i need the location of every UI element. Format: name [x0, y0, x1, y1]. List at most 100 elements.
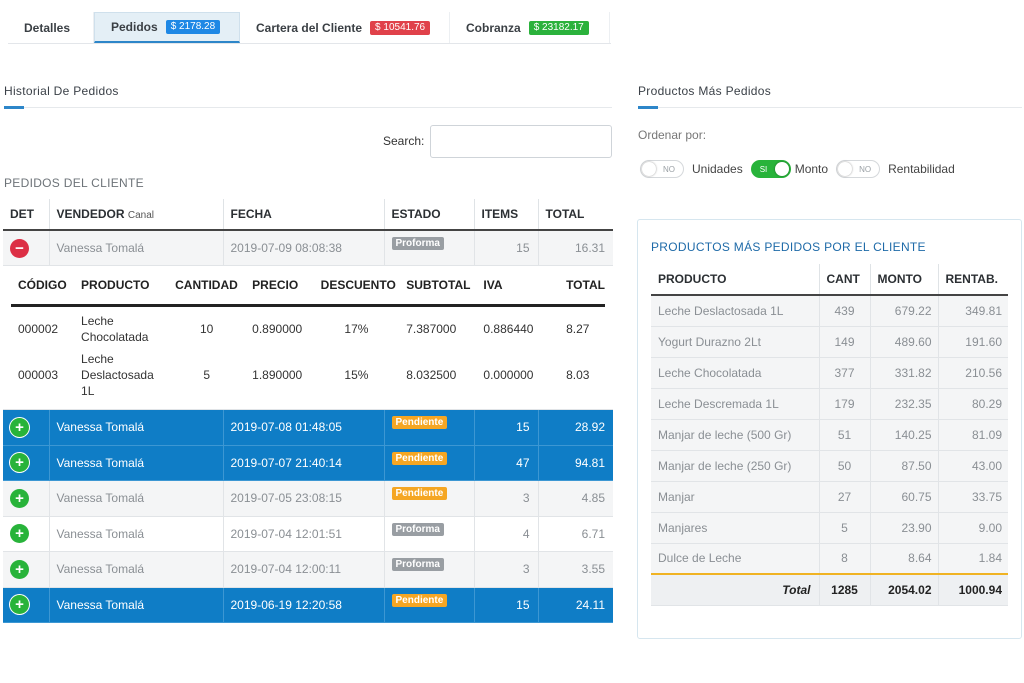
col-rentab[interactable]: RENTAB. [937, 264, 1008, 296]
producto-cell: Manjares [651, 512, 819, 544]
status-badge: Pendiente [391, 487, 448, 500]
cant-cell: 8 [818, 543, 870, 575]
tab-cartera[interactable]: Cartera del Cliente $ 10541.76 [240, 12, 450, 43]
toggle-state: NO [859, 164, 872, 174]
divider [638, 107, 1022, 108]
toggle-label-unidades: Unidades [692, 162, 743, 176]
expand-icon[interactable]: + [10, 488, 29, 508]
product-row[interactable]: Manjares 5 23.90 9.00 [651, 512, 1008, 544]
cant-cell: 149 [818, 326, 870, 358]
items-cell: 3 [473, 551, 538, 588]
tab-pedidos[interactable]: Pedidos $ 2178.28 [94, 12, 240, 43]
col-estado[interactable]: ESTADO [383, 199, 474, 231]
rentab-cell: 80.29 [937, 388, 1008, 420]
toggle-state: NO [663, 164, 675, 174]
producto-cell: Manjar de leche (250 Gr) [651, 450, 819, 482]
total-cell: 8.03 [559, 351, 605, 399]
rentab-cell: 210.56 [937, 357, 1008, 389]
toggle-knob [642, 162, 656, 176]
items-cell: 4 [473, 516, 538, 552]
collapse-icon[interactable]: − [10, 238, 29, 258]
monto-cell: 679.22 [869, 295, 938, 327]
total-cell: 6.71 [537, 516, 613, 552]
detail-item-row: 000003 Leche Deslactosada 1L 5 1.890000 … [11, 351, 605, 399]
producto-cell: Leche Descremada 1L [651, 388, 819, 420]
monto-cell: 331.82 [869, 357, 938, 389]
toggle-knob [774, 162, 789, 176]
codigo-cell: 000002 [11, 305, 75, 351]
tab-cobranza[interactable]: Cobranza $ 23182.17 [450, 12, 610, 43]
detail-table: CÓDIGO PRODUCTO CANTIDAD PRECIO DESCUENT… [11, 266, 605, 399]
col-items[interactable]: ITEMS [473, 199, 538, 231]
codigo-cell: 000003 [11, 351, 75, 399]
product-row[interactable]: Dulce de Leche 8 8.64 1.84 [651, 543, 1008, 575]
precio-cell: 0.890000 [245, 305, 314, 351]
col-det[interactable]: DET [3, 199, 49, 231]
detail-col-descuento: DESCUENTO [313, 266, 400, 307]
monto-cell: 60.75 [869, 481, 938, 513]
producto-cell: Yogurt Durazno 2Lt [651, 326, 819, 358]
status-badge: Pendiente [391, 451, 448, 465]
expand-icon[interactable]: + [10, 417, 29, 437]
expand-icon[interactable]: + [10, 595, 29, 615]
detail-col-total: TOTAL [559, 266, 605, 307]
producto-cell: Leche Deslactosada 1L [651, 295, 819, 327]
table-row[interactable]: + Vanessa Tomalá 2019-07-08 01:48:05 Pendie… [3, 409, 613, 446]
table-row[interactable]: + Vanessa Tomalá 2019-07-05 23:08:15 Pendie… [3, 480, 613, 517]
product-row[interactable]: Manjar 27 60.75 33.75 [651, 481, 1008, 513]
product-row[interactable]: Manjar de leche (250 Gr) 50 87.50 43.00 [651, 450, 1008, 482]
monto-toggle[interactable]: SI [750, 160, 791, 178]
expand-icon[interactable]: + [10, 559, 29, 579]
vendedor-cell: Vanessa Tomalá [48, 587, 223, 623]
product-row[interactable]: Leche Chocolatada 377 331.82 210.56 [651, 357, 1008, 389]
product-row[interactable]: Manjar de leche (500 Gr) 51 140.25 81.09 [651, 419, 1008, 451]
detail-item-row: 000002 Leche Chocolatada 10 0.890000 17%… [11, 305, 605, 351]
table-row[interactable]: + Vanessa Tomalá 2019-06-19 12:20:58 Pendie… [3, 587, 613, 623]
cant-cell: 5 [818, 512, 870, 544]
search-label: Search: [383, 134, 425, 148]
expand-icon[interactable]: + [10, 524, 29, 544]
col-vendedor[interactable]: VENDEDOR Canal [48, 199, 223, 231]
monto-cell: 489.60 [869, 326, 938, 358]
rentabilidad-toggle[interactable]: NO [836, 160, 881, 178]
unidades-toggle[interactable]: NO [640, 160, 684, 178]
table-row[interactable]: + Vanessa Tomalá 2019-07-04 12:01:51 Profor… [3, 516, 613, 552]
producto-cell: Leche Deslactosada 1L [74, 351, 169, 399]
table-row[interactable]: + Vanessa Tomalá 2019-07-07 21:40:14 Pendie… [3, 445, 613, 481]
table-row[interactable]: − Vanessa Tomalá 2019-07-09 08:08:38 Pro… [3, 230, 613, 266]
monto-cell: 140.25 [869, 419, 938, 451]
status-badge: Proforma [391, 558, 444, 571]
vendedor-cell: Vanessa Tomalá [48, 516, 223, 552]
monto-cell: 232.35 [869, 388, 938, 420]
product-row[interactable]: Yogurt Durazno 2Lt 149 489.60 191.60 [651, 326, 1008, 358]
col-fecha[interactable]: FECHA [222, 199, 384, 231]
col-monto[interactable]: MONTO [869, 264, 938, 296]
total-cell: 16.31 [537, 230, 613, 266]
col-cant[interactable]: CANT [818, 264, 870, 296]
precio-cell: 1.890000 [245, 351, 314, 399]
status-badge: Pendiente [391, 593, 448, 607]
col-total[interactable]: TOTAL [537, 199, 613, 231]
descuento-cell: 15% [313, 351, 400, 399]
product-row[interactable]: Leche Deslactosada 1L 439 679.22 349.81 [651, 295, 1008, 327]
total-cell: 3.55 [537, 551, 613, 588]
fecha-cell: 2019-07-08 01:48:05 [222, 409, 384, 446]
items-cell: 15 [473, 230, 538, 266]
detail-col-iva: IVA [476, 266, 560, 307]
cant-cell: 439 [818, 295, 870, 327]
table-row[interactable]: + Vanessa Tomalá 2019-07-04 12:00:11 Profor… [3, 551, 613, 588]
col-producto[interactable]: PRODUCTO [651, 264, 819, 296]
search-input[interactable] [430, 125, 612, 158]
fecha-cell: 2019-07-07 21:40:14 [222, 445, 384, 481]
tab-detalles[interactable]: Detalles [8, 12, 94, 43]
expand-icon[interactable]: + [10, 453, 29, 473]
rentab-cell: 1.84 [937, 543, 1008, 575]
rentab-cell: 191.60 [937, 326, 1008, 358]
items-cell: 15 [473, 587, 538, 623]
total-cant: 1285 [818, 573, 870, 606]
products-card-title: PRODUCTOS MÁS PEDIDOS POR EL CLIENTE [651, 240, 926, 254]
product-row[interactable]: Leche Descremada 1L 179 232.35 80.29 [651, 388, 1008, 420]
detail-col-subtotal: SUBTOTAL [399, 266, 477, 307]
table-header: PRODUCTO CANT MONTO RENTAB. [651, 264, 1008, 296]
cant-cell: 51 [818, 419, 870, 451]
